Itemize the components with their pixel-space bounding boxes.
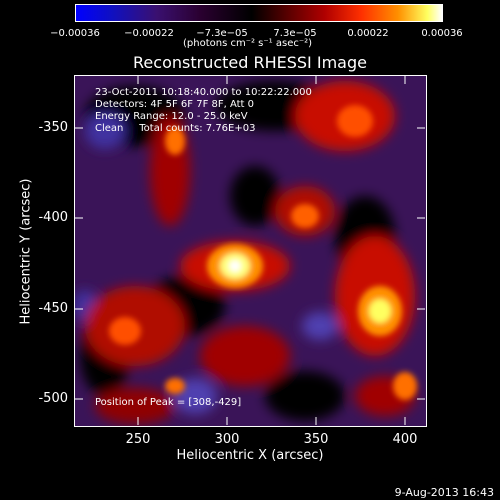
colorbar-tick: −7.3e−05 bbox=[196, 28, 248, 39]
info-line: Detectors: 4F 5F 6F 7F 8F, Att 0 bbox=[95, 99, 255, 110]
y-axis-label: Heliocentric Y (arcsec) bbox=[18, 178, 34, 325]
colorbar-tick: 0.00036 bbox=[421, 28, 463, 39]
peak-label: Position of Peak = [308,-429] bbox=[95, 397, 242, 408]
y-tick-label: -350 bbox=[38, 120, 68, 135]
colorbar bbox=[75, 4, 443, 22]
y-tick-label: -400 bbox=[38, 210, 68, 225]
rhessi-map bbox=[75, 76, 426, 426]
info-line: 23-Oct-2011 10:18:40.000 to 10:22:22.000 bbox=[95, 87, 312, 98]
colorbar-tick: 0.00022 bbox=[347, 28, 389, 39]
x-tick-label: 300 bbox=[214, 432, 240, 447]
colorbar-tick: 7.3e−05 bbox=[273, 28, 317, 39]
colorbar-tick: −0.00022 bbox=[124, 28, 174, 39]
footer-date: 9-Aug-2013 16:43 bbox=[394, 486, 494, 499]
x-tick-label: 350 bbox=[303, 432, 329, 447]
colorbar-tick: −0.00036 bbox=[50, 28, 100, 39]
rhessi-image bbox=[74, 75, 427, 427]
colorbar-units: (photons cm⁻² s⁻¹ asec⁻²) bbox=[183, 38, 313, 49]
y-tick-label: -450 bbox=[38, 301, 68, 316]
y-tick-label: -500 bbox=[38, 391, 68, 406]
info-line: Clean Total counts: 7.76E+03 bbox=[95, 123, 256, 134]
x-tick-label: 250 bbox=[125, 432, 151, 447]
info-line: Energy Range: 12.0 - 25.0 keV bbox=[95, 111, 248, 122]
plot-title: Reconstructed RHESSI Image bbox=[133, 53, 367, 72]
x-tick-label: 400 bbox=[392, 432, 418, 447]
x-axis-label: Heliocentric X (arcsec) bbox=[176, 448, 324, 463]
